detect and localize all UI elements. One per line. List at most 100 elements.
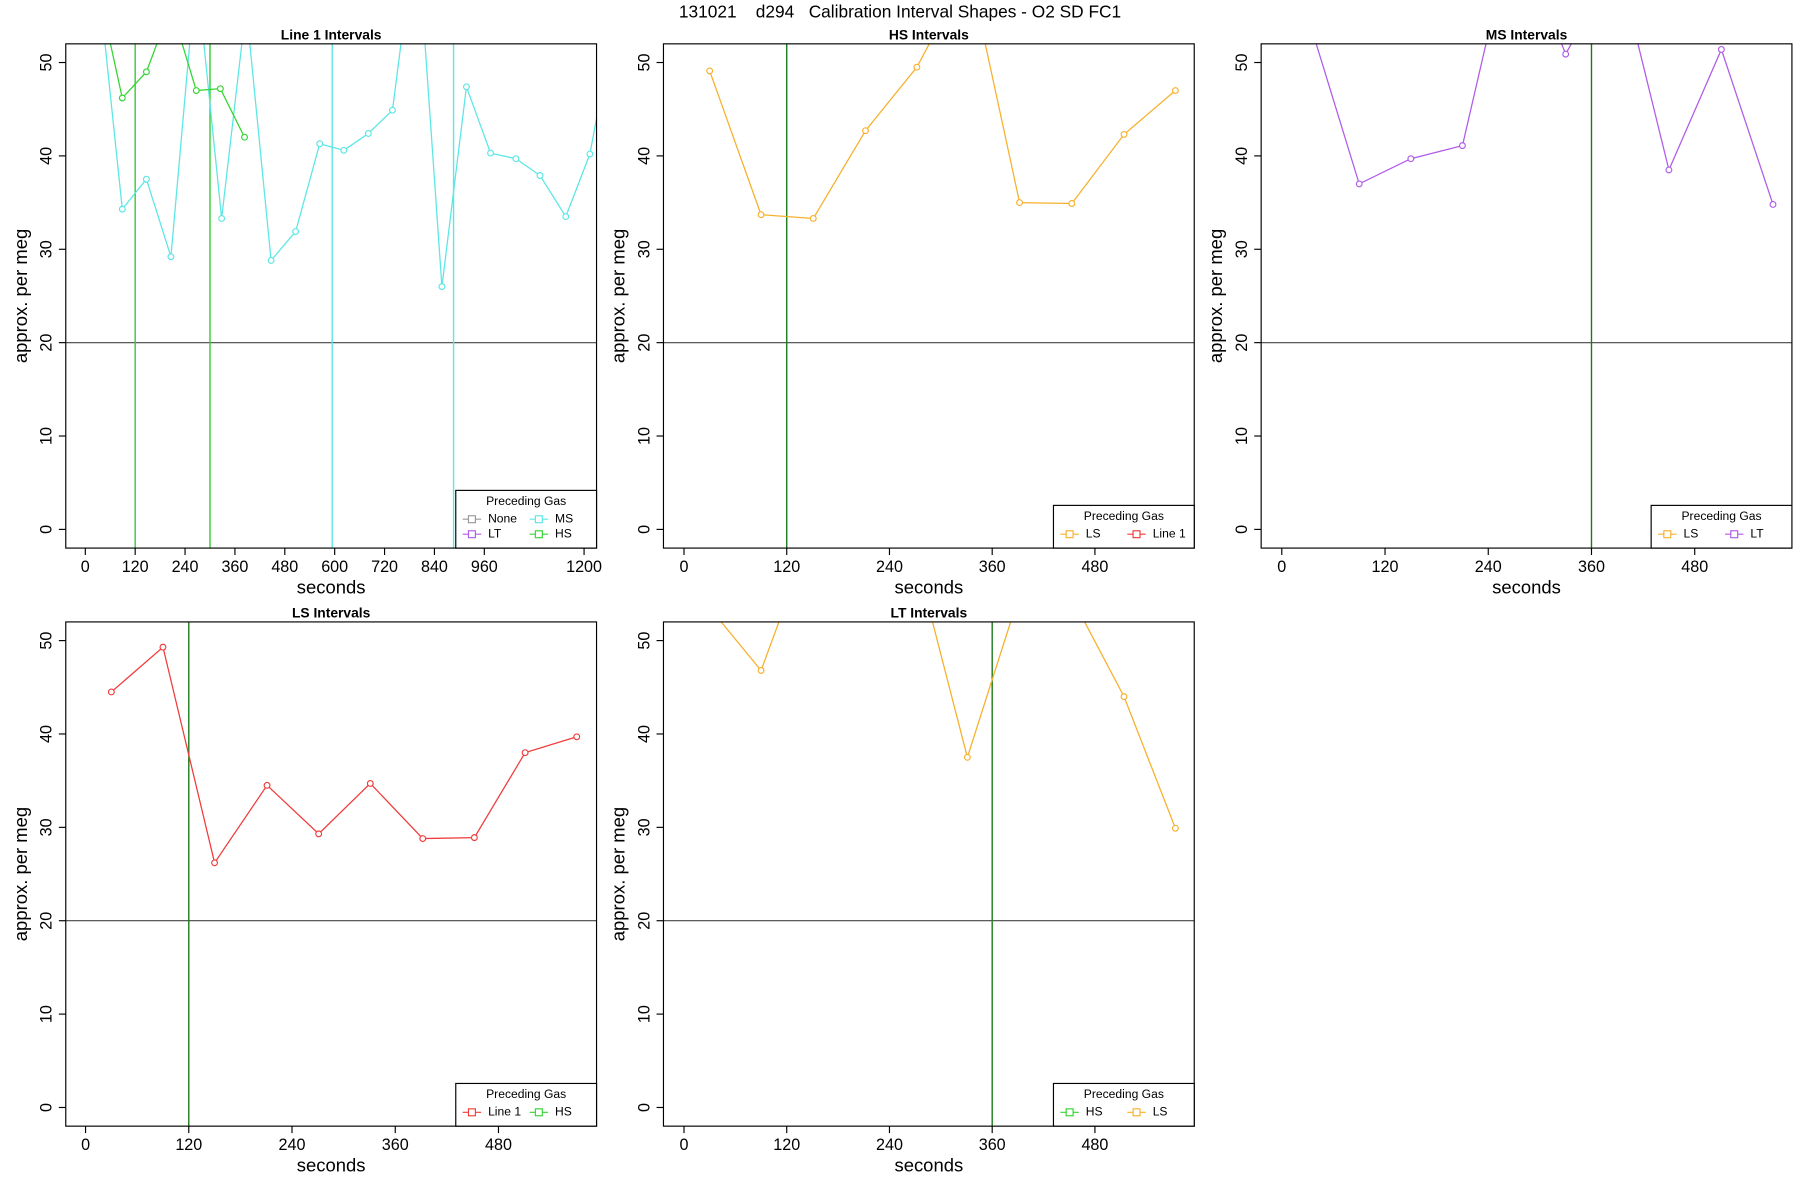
data-point bbox=[218, 214, 226, 222]
legend-label: LT bbox=[1750, 526, 1764, 540]
x-tick-label: 120 bbox=[1372, 558, 1399, 576]
data-point bbox=[586, 150, 594, 158]
data-point bbox=[512, 155, 520, 163]
legend-swatch bbox=[1065, 530, 1074, 539]
x-tick-label: 600 bbox=[321, 558, 348, 576]
x-tick-label: 240 bbox=[279, 1136, 306, 1154]
legend-swatch bbox=[1663, 530, 1672, 539]
x-tick-label: 480 bbox=[1681, 558, 1708, 576]
data-point bbox=[1171, 87, 1179, 94]
y-tick-label: 40 bbox=[635, 725, 653, 743]
y-axis-label: approx. per meg bbox=[10, 229, 31, 363]
legend-swatch bbox=[467, 1108, 476, 1117]
series-line bbox=[720, 621, 1176, 829]
panel-title: LT Intervals bbox=[891, 605, 968, 621]
data-point bbox=[862, 127, 869, 135]
x-tick-label: 120 bbox=[773, 558, 800, 576]
x-tick-label: 240 bbox=[876, 558, 903, 576]
legend-title: Preceding Gas bbox=[486, 1087, 566, 1101]
plot-area bbox=[663, 43, 1195, 549]
plot-area bbox=[663, 558, 1195, 1127]
legend: Preceding Gas Line 1 HS bbox=[455, 1082, 598, 1127]
y-tick-label: 40 bbox=[1233, 147, 1251, 165]
legend-swatch bbox=[1132, 530, 1141, 539]
data-point bbox=[1769, 200, 1777, 208]
data-point bbox=[1355, 180, 1363, 188]
legend-swatch bbox=[1065, 1108, 1074, 1117]
y-tick-label: 20 bbox=[635, 334, 653, 352]
legend-label: HS bbox=[555, 1105, 572, 1119]
legend-swatch bbox=[534, 1108, 543, 1117]
y-axis-label: approx. per meg bbox=[607, 229, 628, 363]
data-point bbox=[142, 175, 150, 183]
data-point bbox=[211, 859, 219, 867]
y-tick-label: 10 bbox=[38, 427, 56, 445]
legend-label: LT bbox=[488, 526, 502, 540]
data-point bbox=[364, 130, 372, 137]
panel: HS Intervals 0 120 240 360 480 0 10 20 30 40 50 seco… bbox=[607, 26, 1195, 597]
y-axis-label: approx. per meg bbox=[1205, 229, 1226, 363]
panel-title: LS Intervals bbox=[292, 605, 371, 621]
y-axis-label: approx. per meg bbox=[10, 807, 31, 941]
x-tick-label: 0 bbox=[81, 558, 90, 576]
data-point bbox=[809, 214, 817, 222]
data-point bbox=[521, 749, 529, 757]
plot-frame bbox=[662, 43, 1195, 549]
data-point bbox=[470, 834, 478, 842]
y-tick-label: 0 bbox=[635, 1103, 653, 1112]
y-tick-label: 20 bbox=[1233, 334, 1251, 352]
x-axis-label: seconds bbox=[297, 1154, 366, 1175]
y-tick-label: 30 bbox=[1233, 240, 1251, 258]
x-tick-label: 360 bbox=[221, 558, 248, 576]
data-point bbox=[757, 211, 765, 219]
x-tick-label: 0 bbox=[680, 1136, 689, 1154]
y-tick-label: 10 bbox=[1233, 427, 1251, 445]
legend-box bbox=[1650, 504, 1793, 549]
legend-label: LS bbox=[1683, 526, 1698, 540]
data-point bbox=[243, 4, 249, 10]
data-point bbox=[914, 558, 920, 564]
x-tick-label: 120 bbox=[773, 1136, 800, 1154]
x-tick-label: 240 bbox=[1475, 558, 1502, 576]
y-tick-label: 0 bbox=[635, 525, 653, 534]
series-line bbox=[109, 43, 246, 138]
x-tick-label: 960 bbox=[471, 558, 498, 576]
data-point bbox=[562, 213, 570, 221]
plot-area bbox=[65, 4, 597, 549]
x-tick-label: 480 bbox=[271, 558, 298, 576]
data-point bbox=[315, 830, 323, 838]
x-tick-label: 360 bbox=[979, 558, 1006, 576]
y-axis-label: approx. per meg bbox=[607, 807, 628, 941]
figure-title: 131021 d294 Calibration Interval Shapes … bbox=[679, 1, 1121, 21]
legend-label: Line 1 bbox=[1153, 526, 1186, 540]
y-tick-label: 0 bbox=[38, 1103, 56, 1112]
data-point bbox=[462, 83, 470, 91]
x-tick-label: 480 bbox=[1081, 1136, 1108, 1154]
plot-frame bbox=[65, 621, 598, 1127]
plot-frame bbox=[1260, 43, 1793, 549]
x-tick-label: 1200 bbox=[566, 558, 602, 576]
data-point bbox=[366, 780, 374, 787]
y-tick-label: 20 bbox=[38, 912, 56, 930]
legend-swatch bbox=[1132, 1108, 1141, 1117]
y-tick-label: 50 bbox=[635, 632, 653, 650]
y-tick-label: 30 bbox=[38, 240, 56, 258]
legend-label: LS bbox=[1153, 1105, 1168, 1119]
y-tick-label: 0 bbox=[38, 525, 56, 534]
x-tick-label: 120 bbox=[122, 558, 149, 576]
data-point bbox=[142, 68, 150, 76]
x-tick-label: 0 bbox=[1277, 558, 1286, 576]
data-point bbox=[241, 133, 248, 141]
legend-label: LS bbox=[1086, 526, 1101, 540]
x-axis-label: seconds bbox=[894, 576, 963, 597]
y-tick-label: 20 bbox=[635, 912, 653, 930]
series-line bbox=[110, 645, 577, 865]
legend-swatch bbox=[1730, 530, 1739, 539]
panel: MS Intervals 0 120 240 360 480 0 10 20 30 40 50 seco… bbox=[1205, 26, 1793, 597]
data-point bbox=[707, 605, 713, 611]
data-point bbox=[340, 146, 348, 154]
data-point bbox=[1017, 591, 1023, 597]
legend-title: Preceding Gas bbox=[486, 494, 566, 508]
data-point bbox=[706, 67, 714, 75]
data-point bbox=[1458, 142, 1466, 150]
